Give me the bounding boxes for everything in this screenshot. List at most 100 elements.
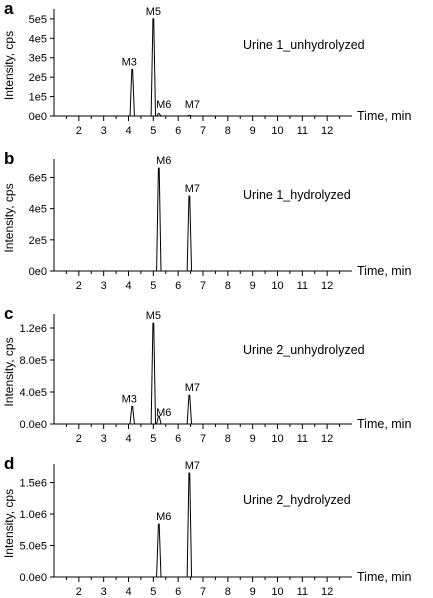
x-tick-label: 5 <box>150 433 156 445</box>
peak-M3 <box>129 405 135 425</box>
x-tick-label: 4 <box>125 125 131 137</box>
x-tick-label: 7 <box>200 280 206 292</box>
panel-c: c Intensity, cps 0.0e0 4.0e5 8.0e5 1.2e6 2 3 4 5 6… <box>2 304 411 445</box>
peak-label: M5 <box>146 310 161 322</box>
x-tick-label: 7 <box>200 433 206 445</box>
y-tick-label: 2e5 <box>29 235 47 247</box>
peak-M6 <box>156 113 162 117</box>
peak-label: M7 <box>185 460 200 472</box>
x-tick-label: 9 <box>250 125 256 137</box>
x-tick-label: 11 <box>297 433 308 445</box>
y-tick-label: 1.2e6 <box>19 323 47 335</box>
x-tick-label: 3 <box>101 433 107 445</box>
panel-letter: a <box>4 0 14 18</box>
panel-title: Urine 1_hydrolyzed <box>243 188 351 202</box>
panel-b: b Intensity, cps 0e0 2e5 4e5 6e5 2 3 4 5 6 7 8 9 10 11 1… <box>2 149 411 292</box>
y-tick-label: 2e5 <box>29 72 47 84</box>
panel-title: Urine 1_unhydrolyzed <box>243 38 365 52</box>
panel-letter: c <box>4 304 13 323</box>
x-tick-label: 4 <box>125 280 131 292</box>
peak-M7 <box>186 114 192 117</box>
panel-d: d Intensity, cps 0.0e0 5.0e5 1.0e6 1.5e6 2 3 4 5 6… <box>2 454 411 598</box>
y-tick-label: 4.0e5 <box>19 387 47 399</box>
x-tick-label: 5 <box>150 586 156 598</box>
x-tick-label: 3 <box>101 280 107 292</box>
y-axis-label: Intensity, cps <box>2 31 16 100</box>
y-tick-label: 0e0 <box>29 111 47 123</box>
x-tick-label: 7 <box>200 125 206 137</box>
panel-a: a Intensity, cps 0e0 1e5 2e5 3e5 4e5 5e5 2 3 4 5 6 7 8… <box>2 0 411 137</box>
x-tick-label: 12 <box>321 125 333 137</box>
x-tick-label: 10 <box>271 433 283 445</box>
x-tick-label: 6 <box>175 280 181 292</box>
y-tick-label: 8.0e5 <box>19 355 47 367</box>
peak-M6 <box>156 167 162 272</box>
y-axis-label: Intensity, cps <box>2 183 16 252</box>
x-tick-label: 11 <box>297 125 308 137</box>
y-tick-label: 0.0e0 <box>19 572 47 584</box>
x-axis-label: Time, min <box>357 264 411 278</box>
peak-M5 <box>150 322 157 425</box>
y-tick-label: 6e5 <box>29 172 47 184</box>
y-tick-label: 5e5 <box>29 14 47 26</box>
panel-title: Urine 2_unhydrolyzed <box>243 343 365 357</box>
x-tick-label: 11 <box>297 586 308 598</box>
peak-label: M7 <box>185 99 200 111</box>
peak-label: M5 <box>146 6 161 18</box>
x-tick-label: 3 <box>101 586 107 598</box>
x-tick-label: 10 <box>271 280 283 292</box>
x-tick-label: 5 <box>150 280 156 292</box>
x-axis-label: Time, min <box>357 570 411 584</box>
peak-label: M6 <box>156 155 171 167</box>
y-tick-label: 4e5 <box>29 33 47 45</box>
x-tick-label: 3 <box>101 125 107 137</box>
x-tick-label: 4 <box>125 586 131 598</box>
x-tick-label: 7 <box>200 586 206 598</box>
y-tick-label: 0.0e0 <box>19 419 47 431</box>
peak-M7 <box>186 195 193 272</box>
x-tick-label: 4 <box>125 433 131 445</box>
peak-label: M7 <box>185 382 200 394</box>
y-tick-label: 1e5 <box>29 92 47 104</box>
y-tick-label: 1.0e6 <box>19 509 47 521</box>
x-tick-label: 8 <box>225 586 231 598</box>
peak-label: M3 <box>122 393 137 405</box>
x-tick-label: 6 <box>175 586 181 598</box>
panel-title: Urine 2_hydrolyzed <box>243 493 351 507</box>
peak-M6 <box>156 523 162 578</box>
x-tick-label: 10 <box>271 586 283 598</box>
x-tick-label: 2 <box>76 586 82 598</box>
x-tick-label: 6 <box>175 433 181 445</box>
x-tick-label: 2 <box>76 280 82 292</box>
peak-M7 <box>186 472 193 578</box>
peak-label: M6 <box>156 407 171 419</box>
x-tick-label: 12 <box>321 280 333 292</box>
peak-label: M6 <box>156 511 171 523</box>
peak-M5 <box>150 18 157 117</box>
peak-M6 <box>156 415 162 425</box>
peak-label: M7 <box>185 183 200 195</box>
x-tick-label: 6 <box>175 125 181 137</box>
x-tick-label: 11 <box>297 280 308 292</box>
peak-M7 <box>186 394 193 425</box>
y-tick-label: 0e0 <box>29 266 47 278</box>
x-tick-label: 8 <box>225 125 231 137</box>
y-tick-label: 5.0e5 <box>19 541 47 553</box>
x-tick-label: 2 <box>76 433 82 445</box>
x-tick-label: 8 <box>225 280 231 292</box>
x-tick-label: 9 <box>250 280 256 292</box>
x-tick-label: 8 <box>225 433 231 445</box>
peak-M3 <box>129 68 135 117</box>
y-tick-label: 1.5e6 <box>19 478 47 490</box>
peak-label: M3 <box>122 56 137 68</box>
x-tick-label: 12 <box>321 433 333 445</box>
x-tick-label: 5 <box>150 125 156 137</box>
x-tick-label: 12 <box>321 586 333 598</box>
y-tick-label: 3e5 <box>29 53 47 65</box>
peak-label: M6 <box>156 99 171 111</box>
x-tick-label: 9 <box>250 586 256 598</box>
x-tick-label: 10 <box>271 125 283 137</box>
x-tick-label: 2 <box>76 125 82 137</box>
y-axis-label: Intensity, cps <box>2 489 16 558</box>
